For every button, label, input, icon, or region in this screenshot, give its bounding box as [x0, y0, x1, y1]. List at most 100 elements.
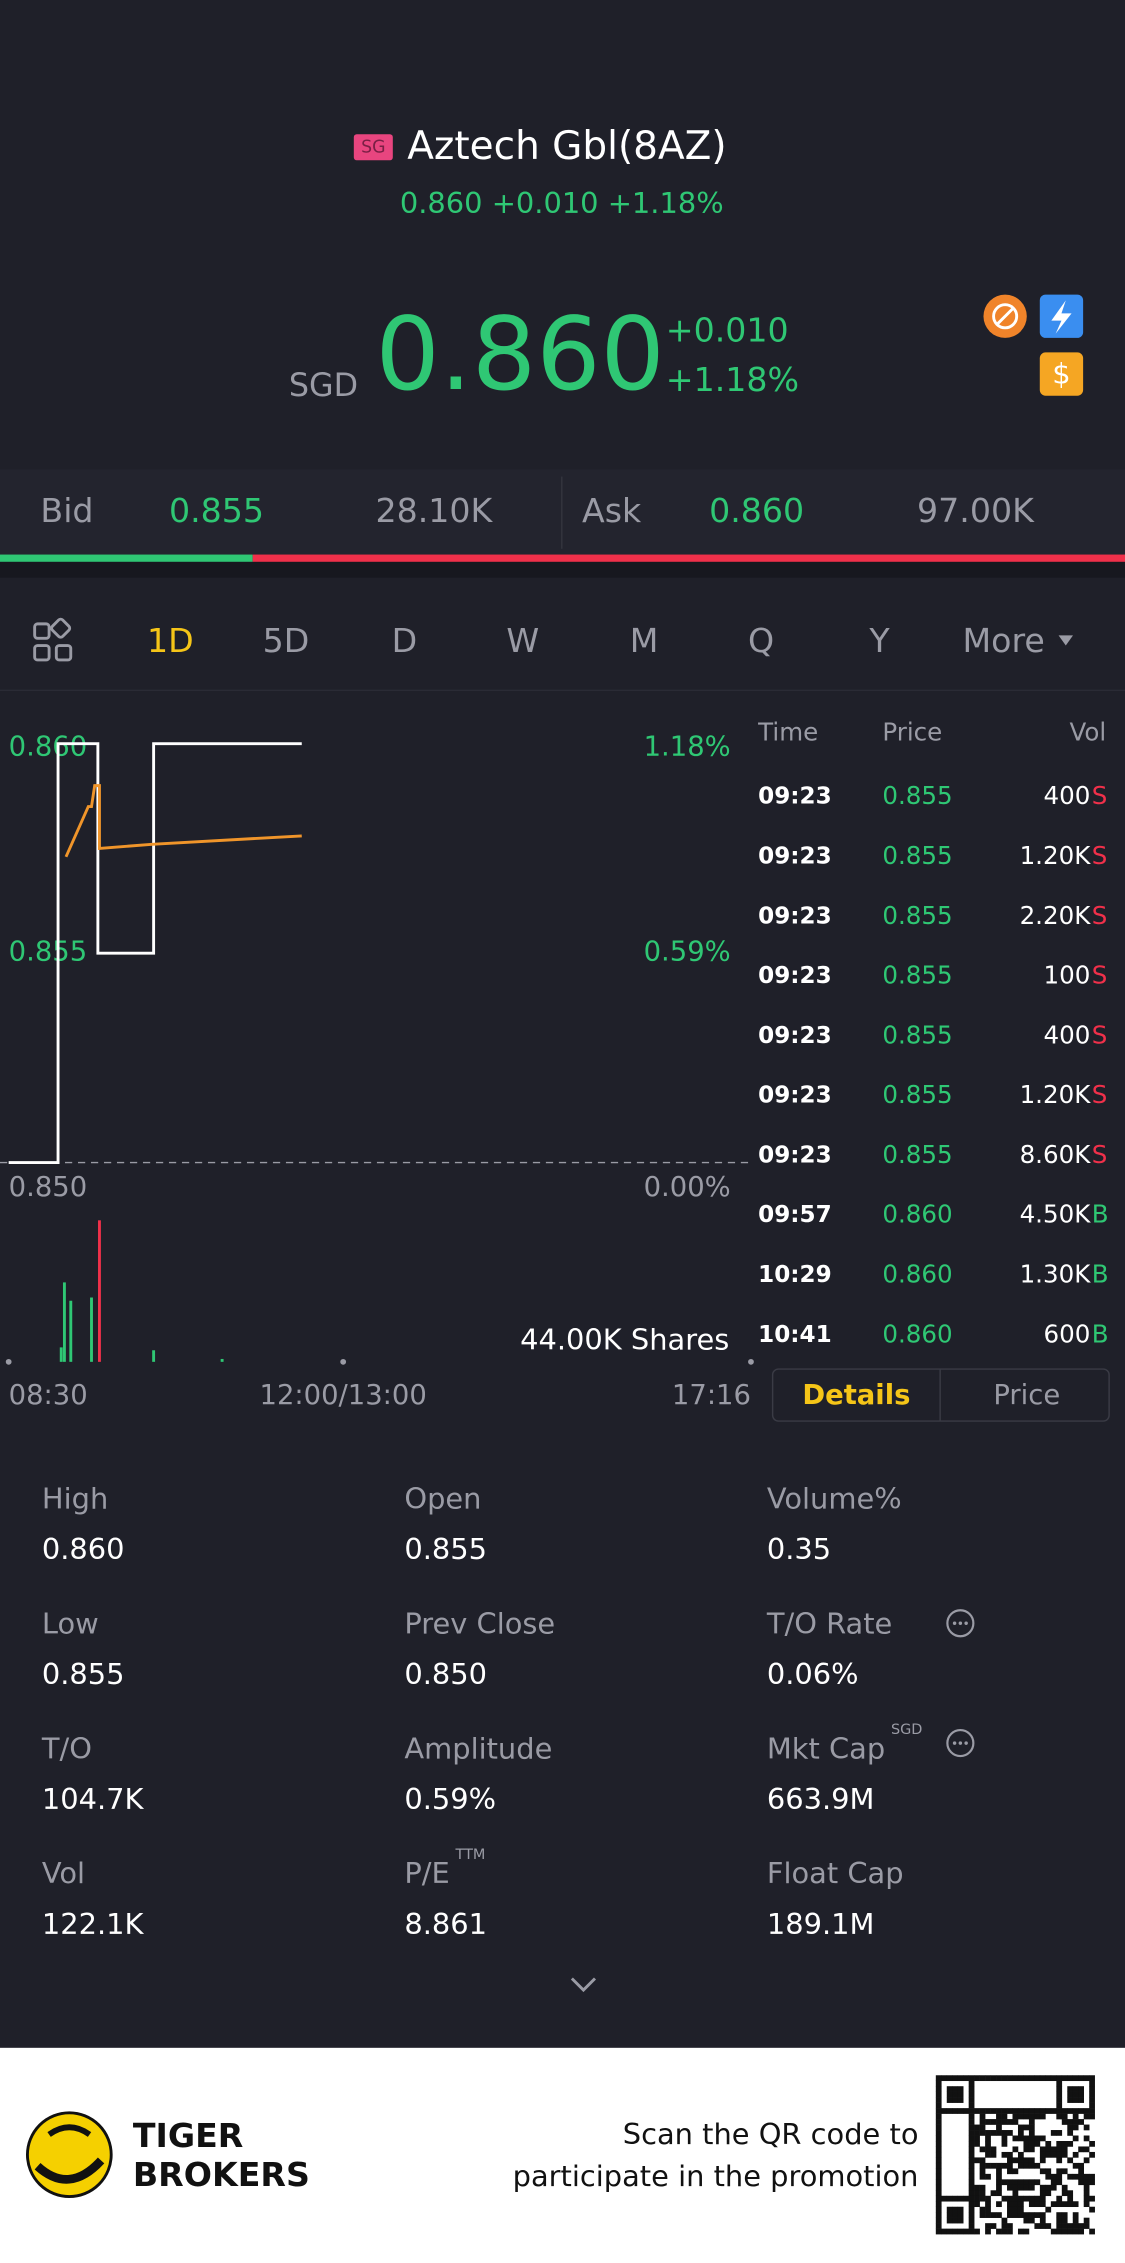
qr-cell [990, 2146, 997, 2153]
qr-cell [1045, 2184, 1052, 2191]
qr-cell [935, 2223, 942, 2229]
trade-vol: 100 [1043, 961, 1090, 990]
qr-cell [974, 2195, 980, 2202]
qr-cell [1056, 2130, 1063, 2136]
trade-vol: 2.20K [1020, 901, 1092, 930]
qr-cell [935, 2195, 942, 2202]
info-dot [964, 1741, 968, 1745]
tab[interactable]: D [392, 621, 418, 660]
tab[interactable]: Y [868, 621, 890, 660]
y2-tick-label: 0.00% [644, 1172, 731, 1203]
qr-cell [1034, 2195, 1041, 2202]
stat-label: P/E [404, 1856, 449, 1890]
tab[interactable]: 5D [263, 621, 310, 660]
trade-side: B [1092, 1200, 1109, 1229]
qr-cell [968, 2162, 975, 2169]
trade-side: S [1092, 1140, 1108, 1169]
trade-vol: 400 [1043, 1020, 1090, 1049]
trade-side: S [1092, 781, 1108, 810]
qr-cell [957, 2091, 964, 2098]
tab[interactable]: W [506, 621, 539, 660]
qr-cell [1007, 2130, 1013, 2136]
qr-cell [1007, 2179, 1013, 2186]
qr-cell [1007, 2228, 1013, 2235]
qr-cell [1067, 2173, 1074, 2180]
qr-cell [946, 2228, 953, 2235]
qr-cell [1034, 2179, 1041, 2186]
qr-cell [935, 2086, 942, 2092]
qr-cell [935, 2157, 942, 2164]
trade-price: 0.855 [882, 1020, 952, 1049]
stat-value: 0.860 [42, 1532, 125, 1566]
qr-cell [1001, 2162, 1008, 2169]
qr-cell [985, 2075, 991, 2082]
stat-label: High [42, 1481, 108, 1515]
tab[interactable]: More [963, 621, 1045, 660]
trade-vol: 600 [1043, 1319, 1090, 1348]
qr-cell [1045, 2108, 1052, 2114]
qr-cell [1017, 2135, 1024, 2142]
qr-cell [1023, 2108, 1030, 2114]
qr-cell [1023, 2179, 1030, 2186]
tab[interactable]: M [630, 621, 659, 660]
qr-cell [1028, 2135, 1035, 2142]
qr-cell [1007, 2223, 1013, 2229]
qr-cell [1039, 2135, 1046, 2142]
qr-cell [1089, 2080, 1095, 2087]
trade-price: 0.855 [882, 1140, 952, 1169]
qr-cell [1061, 2223, 1068, 2229]
qr-cell [1072, 2119, 1079, 2125]
qr-cell [1089, 2102, 1095, 2109]
qr-cell [1023, 2157, 1030, 2164]
qr-cell [1039, 2184, 1046, 2191]
toggle-tab[interactable]: Price [993, 1380, 1060, 1411]
qr-cell [1083, 2190, 1090, 2197]
qr-cell [1034, 2140, 1041, 2147]
qr-cell [1001, 2140, 1008, 2147]
info-dot [952, 1741, 957, 1745]
qr-cell [968, 2173, 975, 2180]
x-tick [340, 1358, 347, 1365]
qr-cell [1007, 2119, 1013, 2125]
qr-cell [1028, 2124, 1035, 2131]
qr-cell [974, 2108, 980, 2114]
qr-cell [968, 2201, 975, 2208]
qr-cell [1007, 2162, 1013, 2169]
qr-cell [1083, 2113, 1090, 2120]
bid: 0.855 [169, 491, 264, 530]
qr-cell [979, 2184, 986, 2191]
qr-cell [946, 2212, 953, 2218]
qr-cell [1072, 2162, 1079, 2169]
change-pct: +1.18% [666, 360, 799, 399]
expand-chevron[interactable] [570, 1977, 597, 1993]
qr-cell [979, 2206, 986, 2213]
qr-cell [1001, 2228, 1008, 2235]
info-icon[interactable] [946, 1729, 975, 1758]
tab[interactable]: 1D [147, 621, 194, 660]
qr-cell [1056, 2091, 1063, 2098]
qr-cell [1001, 2113, 1008, 2120]
qr-cell [1001, 2151, 1008, 2158]
info-dot [952, 1621, 957, 1625]
qr-cell [968, 2102, 975, 2109]
qr-cell [946, 2075, 953, 2082]
ask-bar [252, 554, 1125, 562]
qr-cell [968, 2212, 975, 2218]
qr-cell [935, 2075, 942, 2082]
qr-cell [1072, 2108, 1079, 2114]
info-icon[interactable] [946, 1609, 975, 1638]
qr-cell [1039, 2157, 1046, 2164]
volume-bar [152, 1350, 156, 1362]
qr-cell [996, 2190, 1002, 2197]
qr-cell [1083, 2173, 1090, 2180]
tab[interactable]: Q [748, 621, 774, 660]
qr-cell [1067, 2190, 1074, 2197]
qr-cell [996, 2228, 1002, 2235]
layout-icon[interactable] [33, 617, 73, 662]
qr-cell [1028, 2201, 1035, 2208]
qr-cell [1017, 2184, 1024, 2191]
qr-cell [1023, 2212, 1030, 2218]
qr-cell [1039, 2195, 1046, 2202]
summary: 0.860 +0.010 +1.18% [400, 186, 724, 220]
toggle-tab[interactable]: Details [802, 1380, 910, 1411]
